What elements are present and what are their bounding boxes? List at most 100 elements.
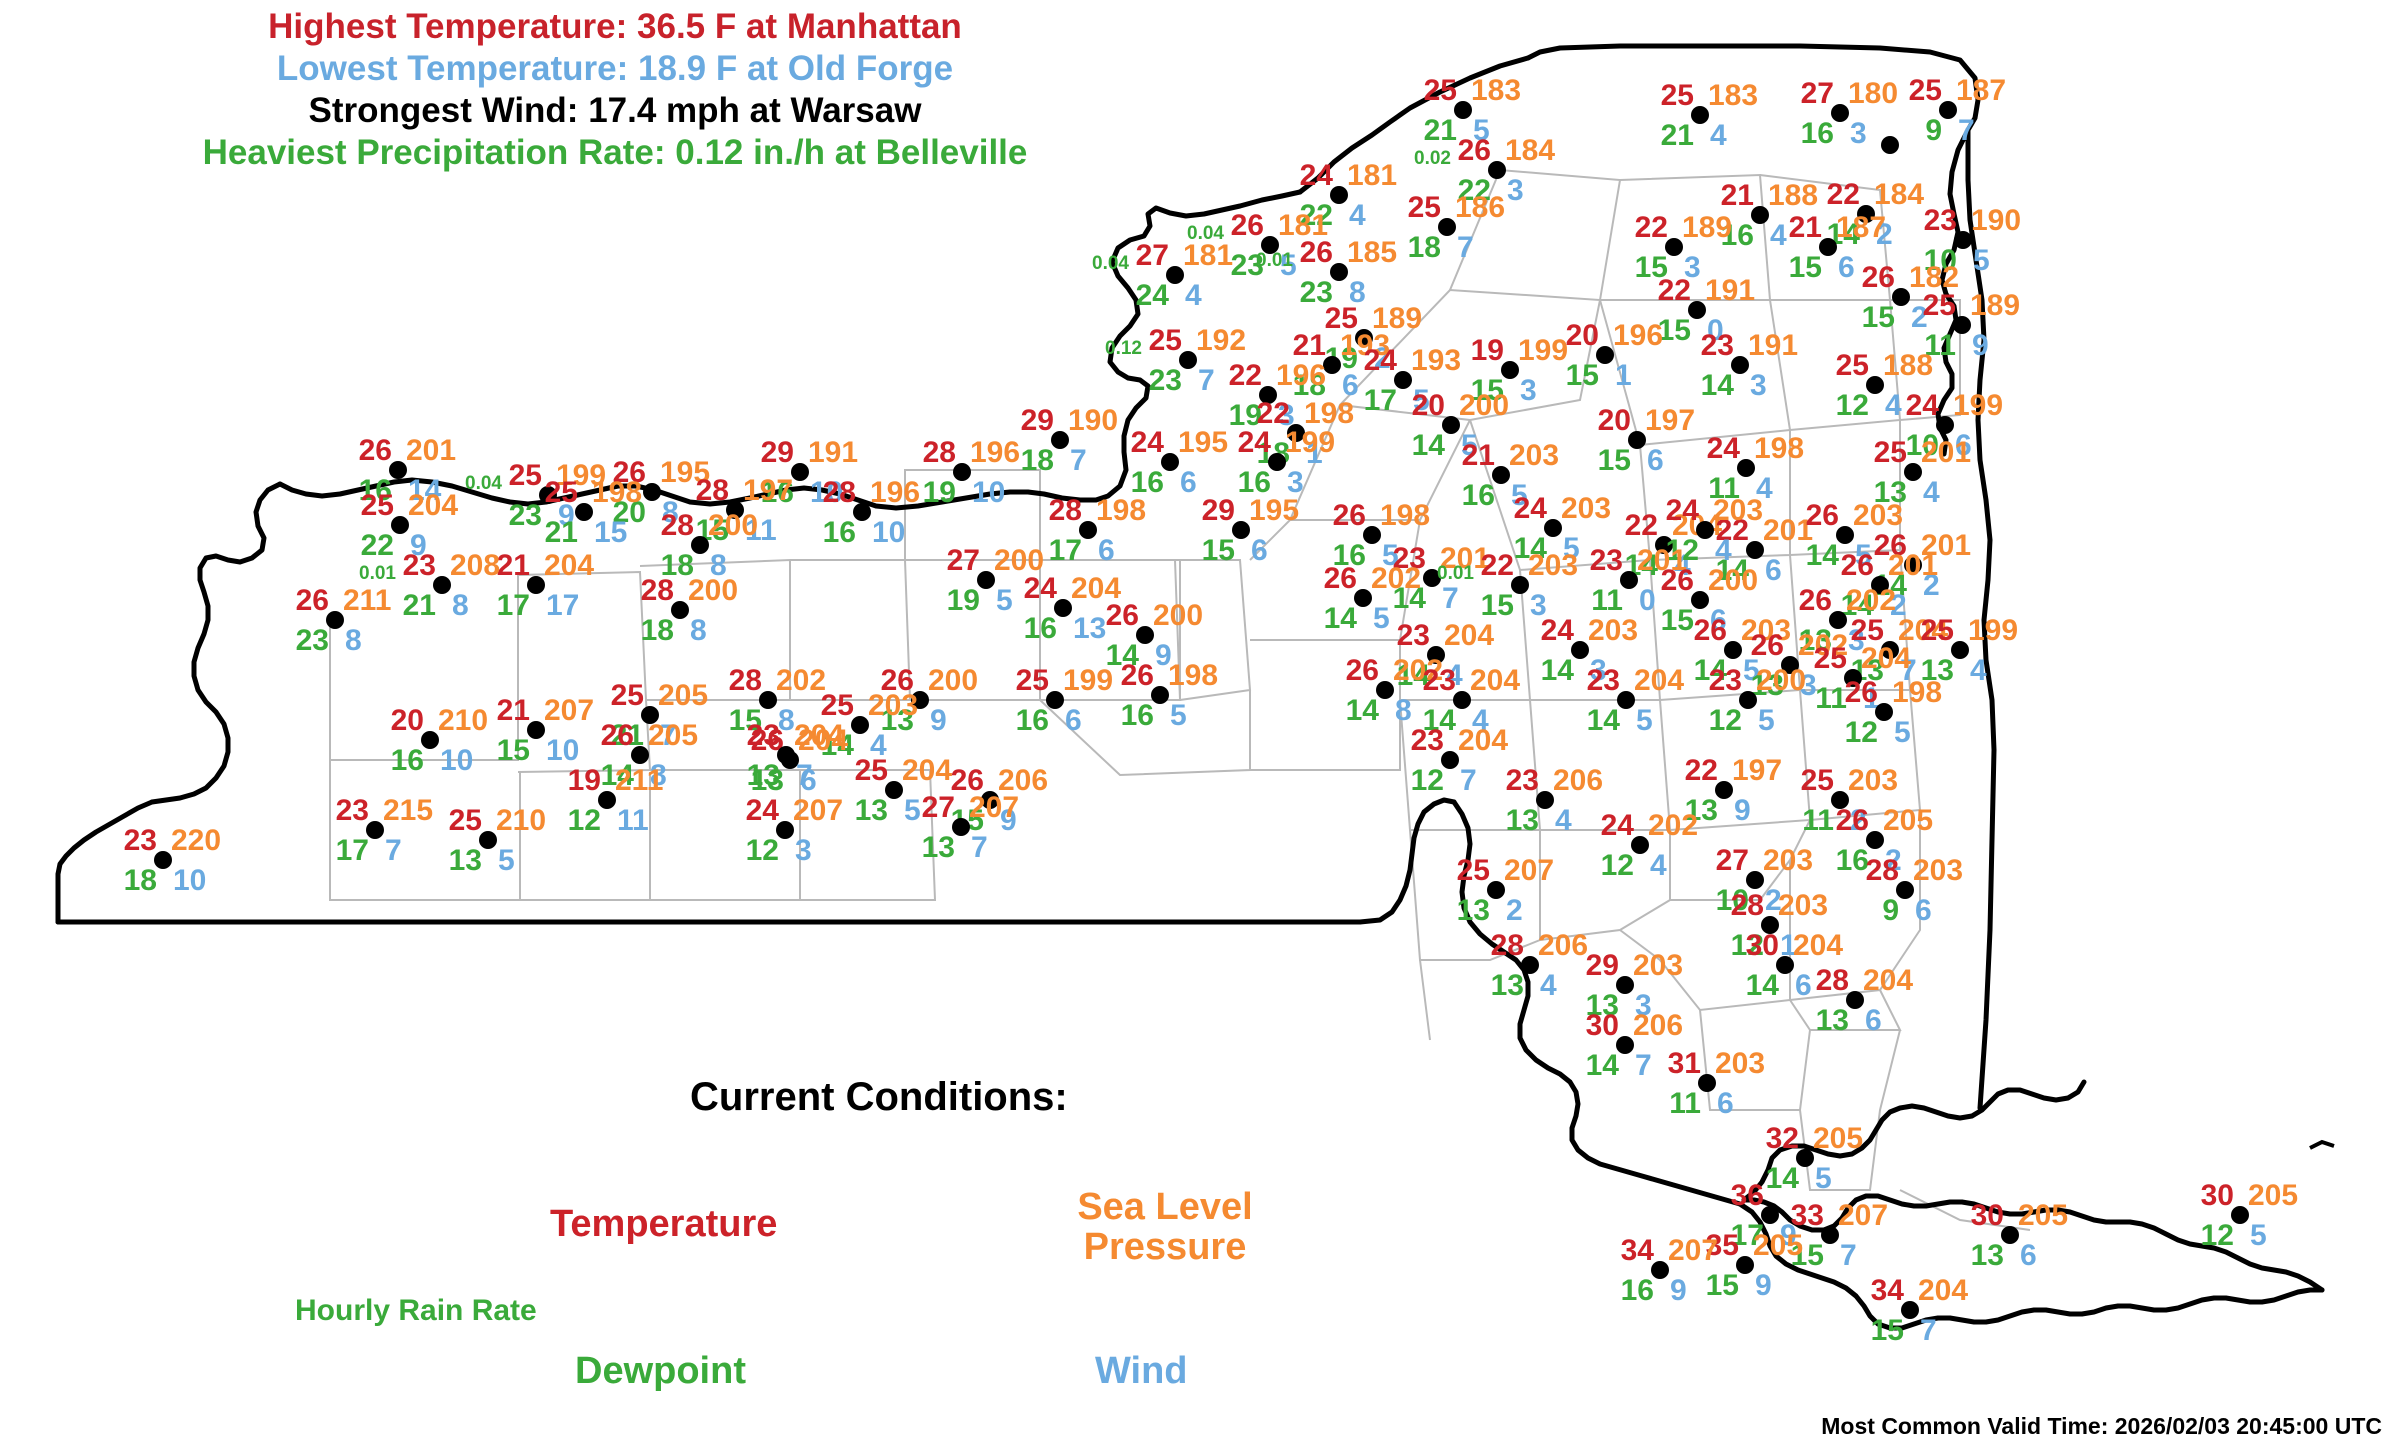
station-temperature: 25 [1908,74,1942,107]
station-pressure: 181 [1347,159,1398,192]
station-wind: 3 [1590,654,1607,687]
station-temperature: 26 [1230,209,1264,242]
station-pressure: 199 [556,459,607,492]
station-pressure: 204 [1863,964,1914,997]
station-temperature: 25 [544,476,578,509]
station-wind: 4 [1923,476,1940,509]
station-wind: 2 [1850,804,1867,837]
station-dot [1881,641,1899,659]
station-pressure: 204 [1634,664,1685,697]
station-dot [1511,576,1529,594]
station-wind: 11 [745,514,777,547]
station-dewpoint: 19 [922,476,956,509]
station-wind: 5 [1815,1162,1832,1195]
station-pressure: 205 [2018,1199,2069,1232]
station-dot [539,486,557,504]
station-temperature: 29 [760,436,794,469]
station-temperature: 29 [1585,949,1619,982]
station-pressure: 205 [1753,1229,1804,1262]
station-dewpoint: 16 [1023,612,1057,645]
station-wind: 5 [1894,716,1911,749]
station-pressure: 201 [1921,436,1972,469]
station-dot [1616,1036,1634,1054]
station-dewpoint: 21 [1660,119,1694,152]
station-dot [1454,101,1472,119]
station-wind: 6 [1795,969,1812,1002]
station-pressure: 204 [1898,614,1949,647]
station-wind: 7 [1442,582,1459,615]
station-wind: 2 [1374,342,1391,375]
station-temperature: 21 [1788,211,1822,244]
station-pressure: 207 [544,694,595,727]
station-temperature: 25 [1850,614,1884,647]
station-pressure: 200 [994,544,1045,577]
station-dewpoint: 14 [1715,554,1749,587]
station-dot [631,746,649,764]
station-dot [1617,691,1635,709]
station-temperature: 21 [496,694,530,727]
station-temperature: 28 [1490,929,1524,962]
station-wind: 1 [1615,359,1632,392]
station-wind: 5 [1855,539,1872,572]
station-temperature: 29 [1020,404,1054,437]
station-wind: 2 [1885,844,1902,877]
station-pressure: 204 [1458,724,1509,757]
station-pressure: 190 [1068,404,1119,437]
station-pressure: 200 [708,509,759,542]
station-temperature: 23 [1396,619,1430,652]
station-pressure: 184 [1505,134,1556,167]
station-dot [1051,431,1069,449]
station-pressure: 198 [592,476,643,509]
station-pressure: 207 [969,791,1020,824]
station-temperature: 24 [1363,344,1397,377]
station-pressure: 206 [998,764,1049,797]
station-pressure: 198 [1754,432,1805,465]
station-dot [1488,161,1506,179]
station-dewpoint: 12 [1410,764,1444,797]
station-pressure: 198 [1380,499,1431,532]
station-pressure: 203 [1528,549,1579,582]
station-dot [433,576,451,594]
station-dot [1936,416,1954,434]
station-pressure: 199 [1063,664,1114,697]
station-dot [1596,346,1614,364]
station-temperature: 26 [1805,499,1839,532]
station-pressure: 205 [1813,1122,1864,1155]
station-temperature: 26 [1798,584,1832,617]
station-temperature: 28 [1730,889,1764,922]
station-dot [759,691,777,709]
station-pressure: 181 [1278,209,1329,242]
station-dewpoint: 16 [358,474,392,507]
station-dot [1761,916,1779,934]
station-dewpoint: 15 [1790,1239,1824,1272]
station-dewpoint: 21 [544,516,578,549]
station-dewpoint: 16 [760,476,794,509]
station-dewpoint: 13 [854,794,888,827]
station-temperature: 26 [1457,134,1491,167]
station-wind: 5 [1280,249,1297,282]
station-dot [1761,1206,1779,1224]
station-wind: 7 [1635,1049,1652,1082]
station-temperature: 23 [335,794,369,827]
station-dewpoint: 16 [1835,844,1869,877]
station-temperature: 20 [1597,404,1631,437]
station-temperature: 25 [1148,324,1182,357]
station-dot [326,611,344,629]
station-dewpoint: 14 [1805,539,1839,572]
station-wind: 5 [1382,539,1399,572]
station-dot [1423,569,1441,587]
station-dot [1781,656,1799,674]
station-pressure: 190 [1971,204,2022,237]
station-temperature: 28 [728,664,762,697]
station-pressure: 206 [1633,1009,1684,1042]
station-wind: 3 [1684,251,1701,284]
station-temperature: 22 [1480,549,1514,582]
station-temperature: 26 [1105,599,1139,632]
station-pressure: 210 [438,704,489,737]
station-dewpoint: 12 [2200,1219,2234,1252]
station-dewpoint: 16 [1015,704,1049,737]
station-dewpoint: 13 [750,764,784,797]
station-pressure: 184 [1874,178,1925,211]
station-temperature: 25 [610,679,644,712]
station-temperature: 36 [1730,1179,1764,1212]
